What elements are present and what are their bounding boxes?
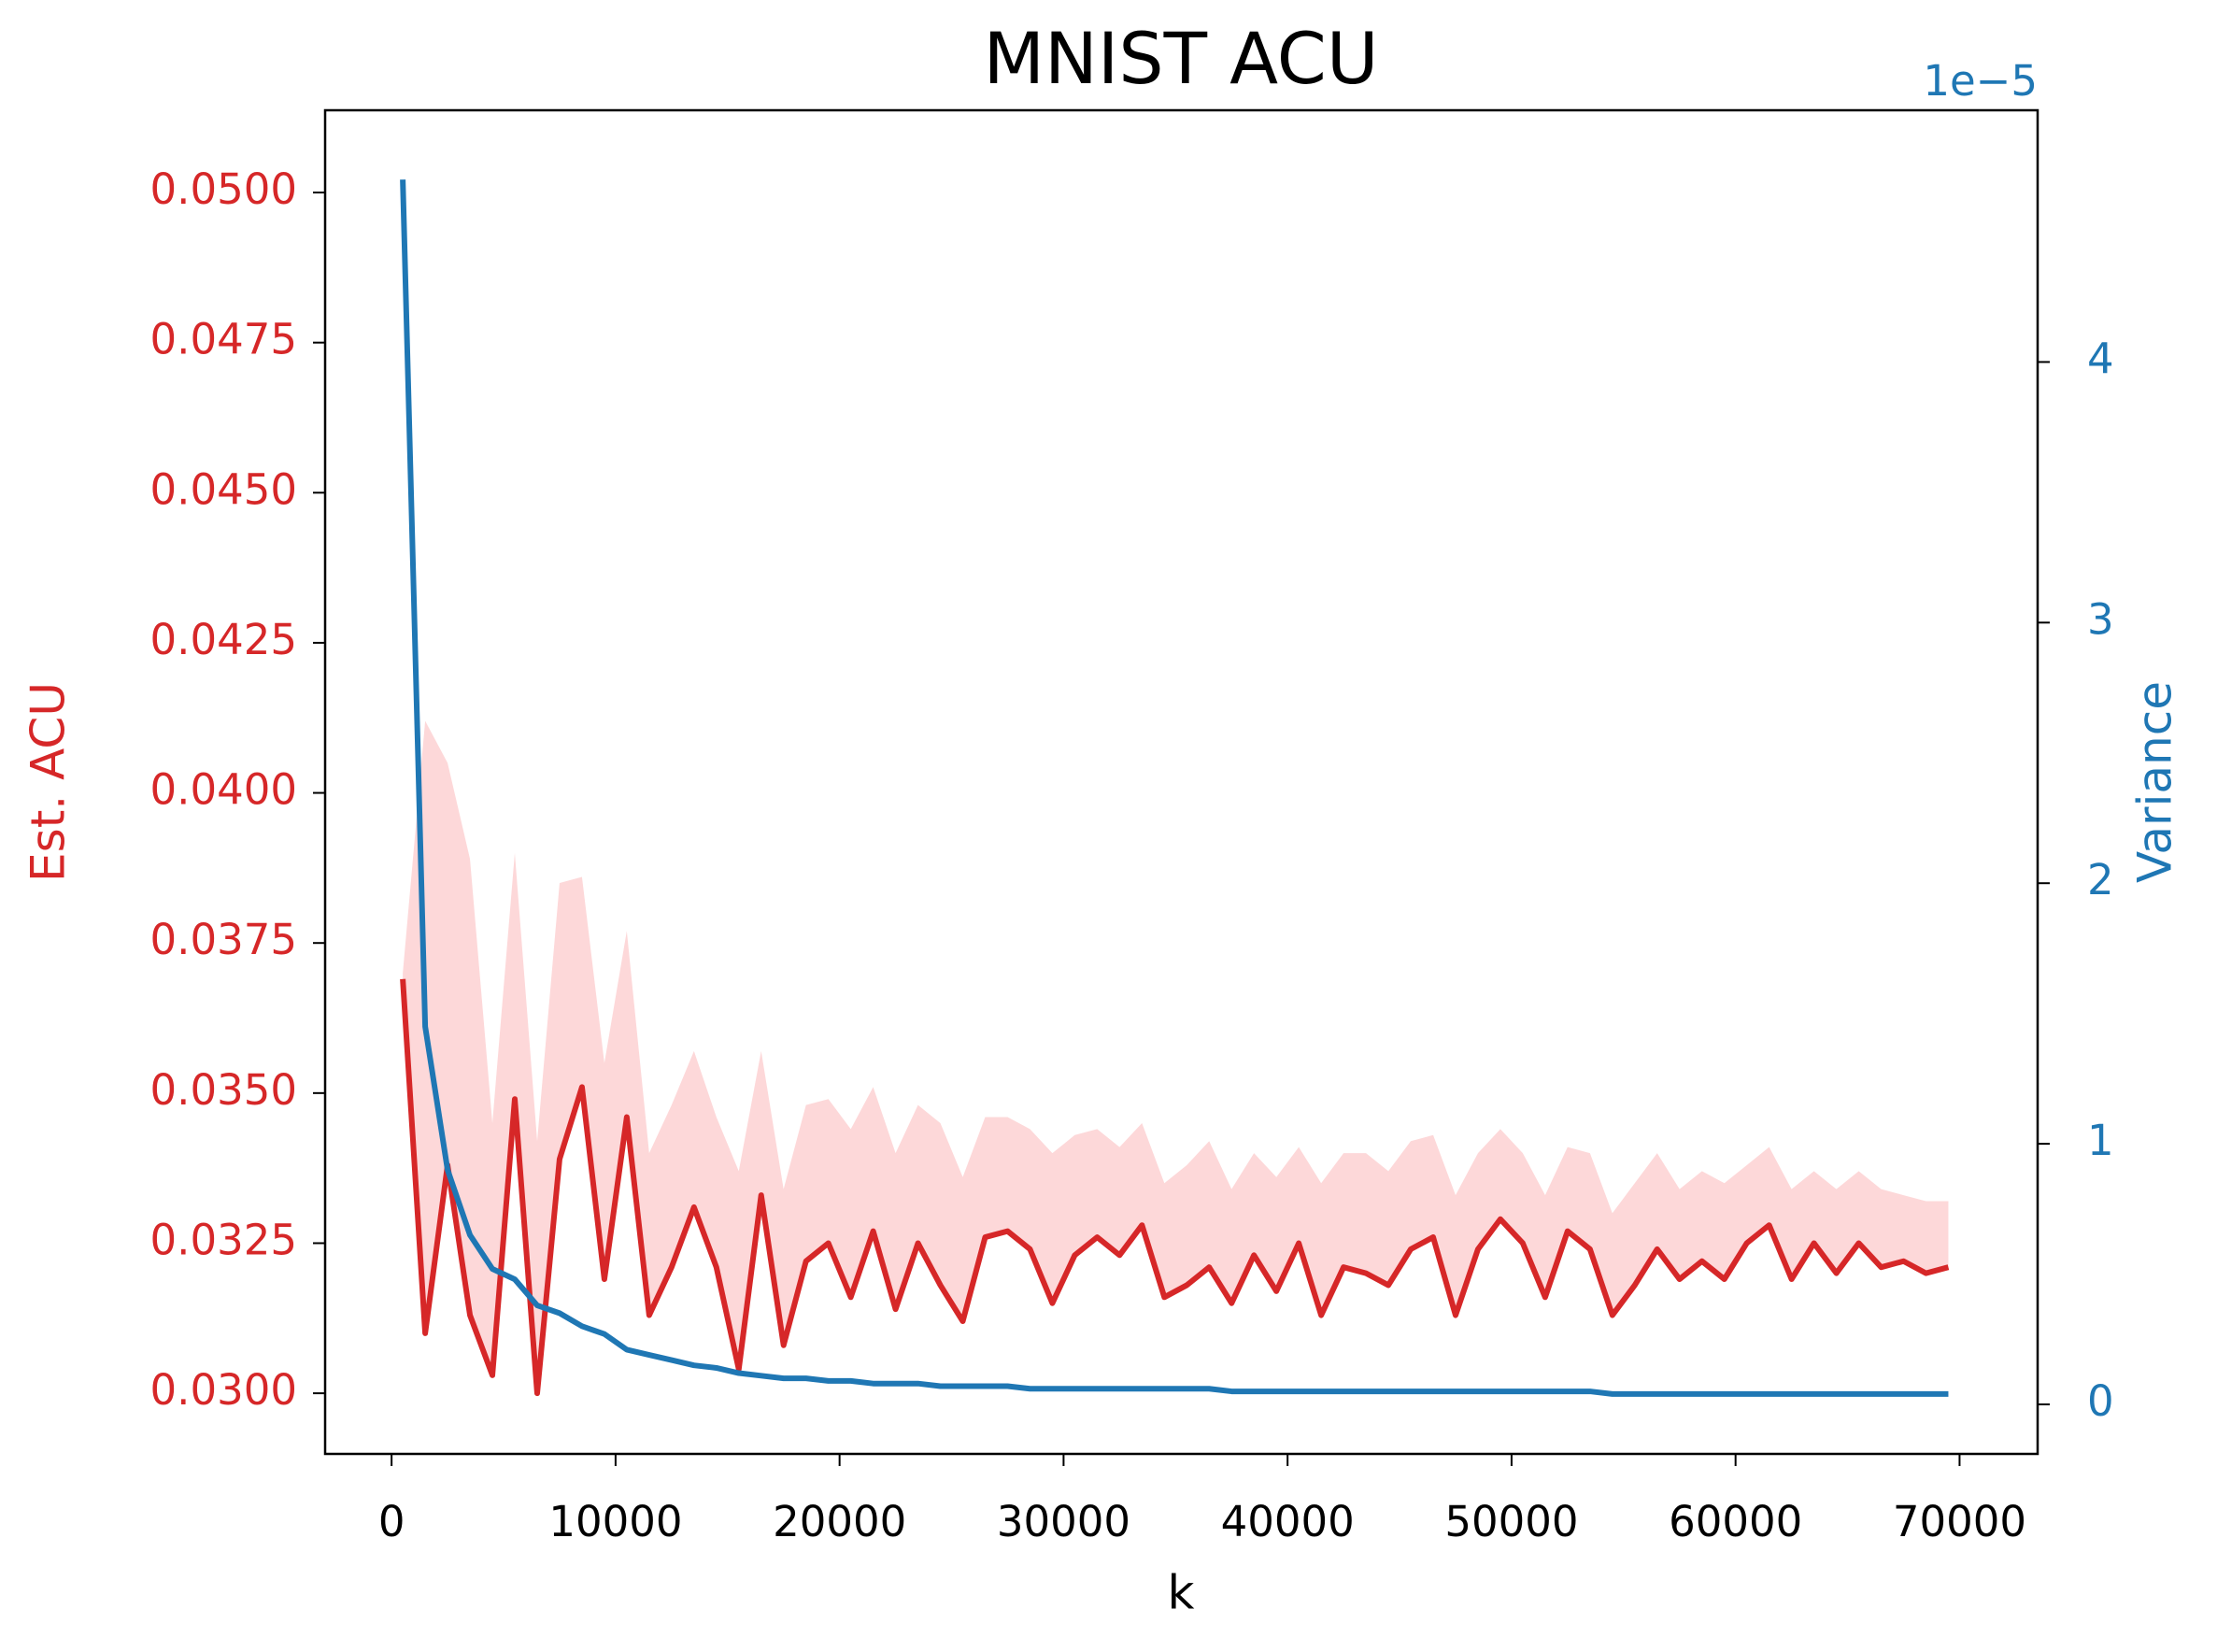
band [403, 720, 1949, 1394]
y2-tick-label: 3 [2087, 594, 2114, 644]
x-tick-label: 20000 [773, 1497, 906, 1546]
x-tick-label: 40000 [1221, 1497, 1355, 1546]
y-tick-label: 0.0500 [150, 164, 297, 214]
y-tick-label: 0.0475 [150, 315, 297, 364]
y2-tick-label: 2 [2087, 855, 2114, 904]
x-tick-label: 50000 [1444, 1497, 1578, 1546]
line [400, 978, 1950, 1397]
y2-tick-label: 4 [2087, 334, 2114, 383]
x-tick-label: 0 [378, 1497, 405, 1546]
y-tick-label: 0.0350 [150, 1065, 297, 1115]
x-axis-label: k [1168, 1566, 1195, 1620]
line [400, 179, 1949, 1397]
y-tick-label: 0.0450 [150, 464, 297, 514]
x-tick-label: 60000 [1669, 1497, 1802, 1546]
y-tick-label: 0.0400 [150, 765, 297, 815]
plot-frame [323, 108, 2039, 1456]
x-tick-label: 10000 [548, 1497, 682, 1546]
y-tick-label: 0.0425 [150, 615, 297, 664]
y2-axis-label: Variance [2128, 681, 2182, 883]
y-tick-label: 0.0300 [150, 1365, 297, 1415]
x-tick-label: 70000 [1893, 1497, 2026, 1546]
y2-tick-label: 0 [2087, 1376, 2114, 1426]
y-tick-label: 0.0325 [150, 1215, 297, 1264]
y2-tick-label: 1 [2087, 1116, 2114, 1165]
y-tick-label: 0.0375 [150, 915, 297, 964]
chart-title: MNIST ACU [983, 17, 1378, 100]
y2-offset-label: 1e−5 [1923, 56, 2038, 106]
x-tick-label: 30000 [997, 1497, 1130, 1546]
y-axis-label: Est. ACU [21, 682, 76, 882]
